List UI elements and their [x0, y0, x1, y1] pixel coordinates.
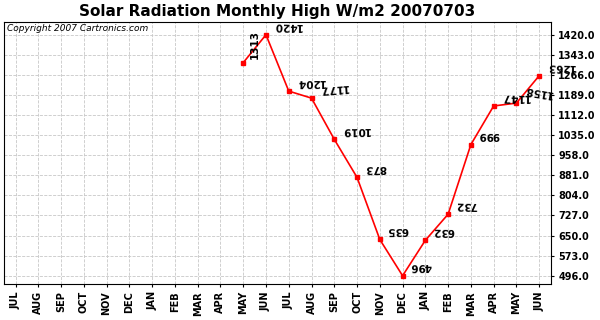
Text: 1420: 1420: [273, 20, 302, 31]
Text: 1158: 1158: [523, 84, 554, 99]
Text: 1147: 1147: [500, 92, 530, 102]
Title: Solar Radiation Monthly High W/m2 20070703: Solar Radiation Monthly High W/m2 200707…: [79, 4, 475, 19]
Text: Copyright 2007 Cartronics.com: Copyright 2007 Cartronics.com: [7, 24, 148, 33]
Text: 999: 999: [478, 130, 499, 140]
Text: 732: 732: [455, 200, 477, 210]
Text: 1313: 1313: [250, 29, 260, 59]
Text: 873: 873: [364, 163, 386, 173]
Text: 1019: 1019: [341, 125, 370, 135]
Text: 632: 632: [432, 226, 454, 236]
Text: 1177: 1177: [319, 82, 349, 94]
Text: 635: 635: [387, 225, 409, 235]
Text: 496: 496: [410, 261, 431, 272]
Text: 1204: 1204: [296, 77, 325, 87]
Text: 1263: 1263: [546, 61, 575, 72]
